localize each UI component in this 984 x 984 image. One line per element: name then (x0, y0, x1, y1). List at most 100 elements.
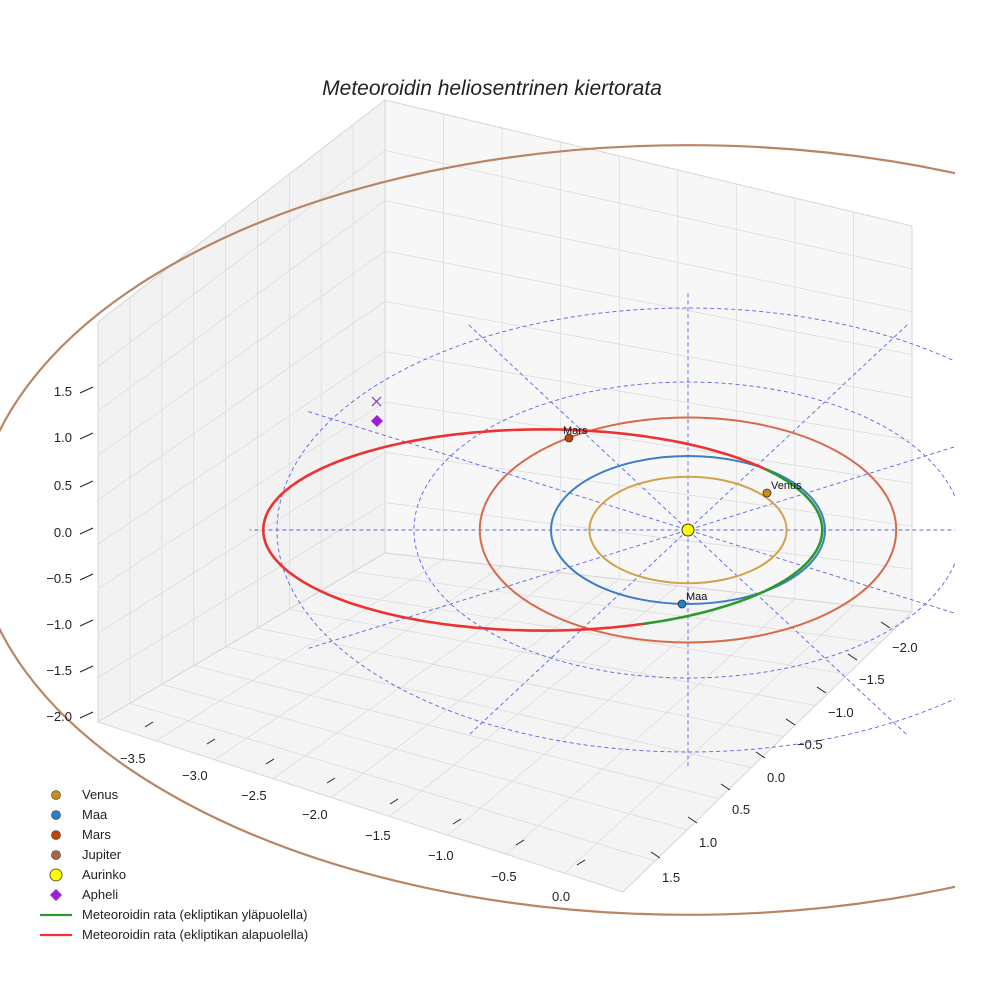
grid-line (384, 149, 913, 270)
z-tick-label: 0.5 (54, 478, 72, 493)
y-tick-label: −0.5 (797, 737, 823, 752)
grid-line (97, 502, 386, 678)
legend-label-7: Meteoroidin rata (ekliptikan alapuolella… (82, 927, 308, 942)
y-tick-label: 1.0 (699, 835, 717, 850)
grid-line (384, 401, 913, 484)
z-tick-label: −0.5 (46, 571, 72, 586)
z-tick-mark (79, 386, 94, 394)
legend-label-5: Apheli (82, 887, 118, 902)
z-tick-mark (79, 665, 94, 673)
orbit-venus (588, 475, 788, 585)
sun-marker (681, 523, 695, 537)
x-tick-label: −0.5 (491, 869, 517, 884)
y-tick-mark (687, 816, 698, 824)
grid-line (321, 590, 848, 675)
back-pane (384, 99, 913, 613)
grid-line (257, 627, 784, 737)
y-tick-label: −2.0 (892, 640, 918, 655)
x-tick-label: −3.0 (182, 768, 208, 783)
z-tick-mark (79, 573, 94, 581)
radial-guide (468, 324, 908, 736)
grid-line (384, 300, 913, 398)
y-tick-label: 1.5 (662, 870, 680, 885)
grid-line (506, 598, 796, 855)
legend-marker-1 (51, 810, 61, 820)
grid-line (97, 351, 386, 545)
grid-line (353, 571, 880, 644)
planet-venus (762, 488, 772, 498)
y-tick-label: 0.0 (767, 770, 785, 785)
grid-line (225, 646, 752, 768)
x-tick-mark (144, 721, 154, 728)
axis-panes (96, 98, 914, 893)
z-tick-label: 1.0 (54, 430, 72, 445)
grid-line (97, 401, 386, 590)
x-tick-label: 0.0 (552, 889, 570, 904)
grid-line (564, 605, 854, 874)
grid-line (97, 301, 386, 501)
z-tick-mark (79, 527, 94, 535)
x-tick-mark (515, 839, 525, 846)
planet-label-mars: Mars (563, 425, 588, 437)
aphelion-marker (371, 415, 383, 427)
y-tick-mark (755, 751, 766, 759)
orbits (0, 144, 955, 916)
x-tick-label: −2.0 (302, 807, 328, 822)
grid-line (97, 451, 386, 634)
orbit-jupiter (0, 144, 955, 916)
reference-ring (413, 381, 955, 679)
grid-line (384, 451, 913, 527)
legend-marker-3 (51, 850, 61, 860)
grid-line (97, 150, 386, 367)
z-tick-label: 0.0 (54, 525, 72, 540)
planet-label-venus: Venus (771, 480, 802, 492)
x-tick-mark (206, 738, 216, 745)
planet-mars (564, 433, 574, 443)
grid-line (331, 578, 620, 798)
grid-line (129, 702, 656, 862)
grid-line (384, 200, 913, 313)
x-tick-label: −1.5 (365, 828, 391, 843)
z-tick-mark (79, 711, 94, 719)
grid-line (384, 351, 913, 441)
legend-marker-4 (49, 868, 63, 882)
z-tick-mark (79, 432, 94, 440)
y-tick-mark (650, 851, 661, 859)
orbit-maa (550, 455, 826, 605)
grid-line (97, 250, 386, 456)
radial-guide (468, 324, 908, 736)
meteoroid-orbit-above (643, 467, 824, 626)
axis-grid (97, 114, 913, 874)
x-tick-mark (265, 758, 275, 765)
grid-line (384, 502, 913, 570)
planet-label-maa: Maa (686, 591, 708, 603)
y-tick-mark (880, 621, 891, 629)
grid-line (161, 684, 688, 831)
y-tick-label: −1.0 (828, 705, 854, 720)
meteoroid-orbit-below (261, 428, 771, 632)
y-tick-mark (847, 653, 858, 661)
planet-maa (677, 599, 687, 609)
legend-label-0: Venus (82, 787, 119, 802)
legend-label-2: Mars (82, 827, 111, 842)
x-tick-mark (326, 777, 336, 784)
legend: Venus Maa Mars Jupiter Aurinko Apheli Meteoroi… (40, 787, 308, 942)
z-tick-label: −1.0 (46, 617, 72, 632)
grid-line (384, 250, 913, 356)
grid-line (156, 559, 444, 742)
z-tick-mark (79, 619, 94, 627)
grid-line (272, 572, 561, 779)
markers: Venus Maa Mars (371, 396, 802, 609)
grid-line (193, 665, 720, 800)
orbit-mars (478, 416, 898, 644)
legend-label-3: Jupiter (82, 847, 122, 862)
y-tick-label: −1.5 (859, 672, 885, 687)
legend-marker-0 (51, 790, 61, 800)
y-tick-mark (816, 686, 827, 694)
y-tick-mark (785, 718, 796, 726)
legend-label-4: Aurinko (82, 867, 126, 882)
y-tick-mark (720, 783, 731, 791)
z-tick-mark (79, 480, 94, 488)
axis-ticks: −3.5 −3.0 −2.5 −2.0 −1.5 −1.0 −0.5 0.0 −2.0 −1.5 −… (46, 384, 917, 904)
